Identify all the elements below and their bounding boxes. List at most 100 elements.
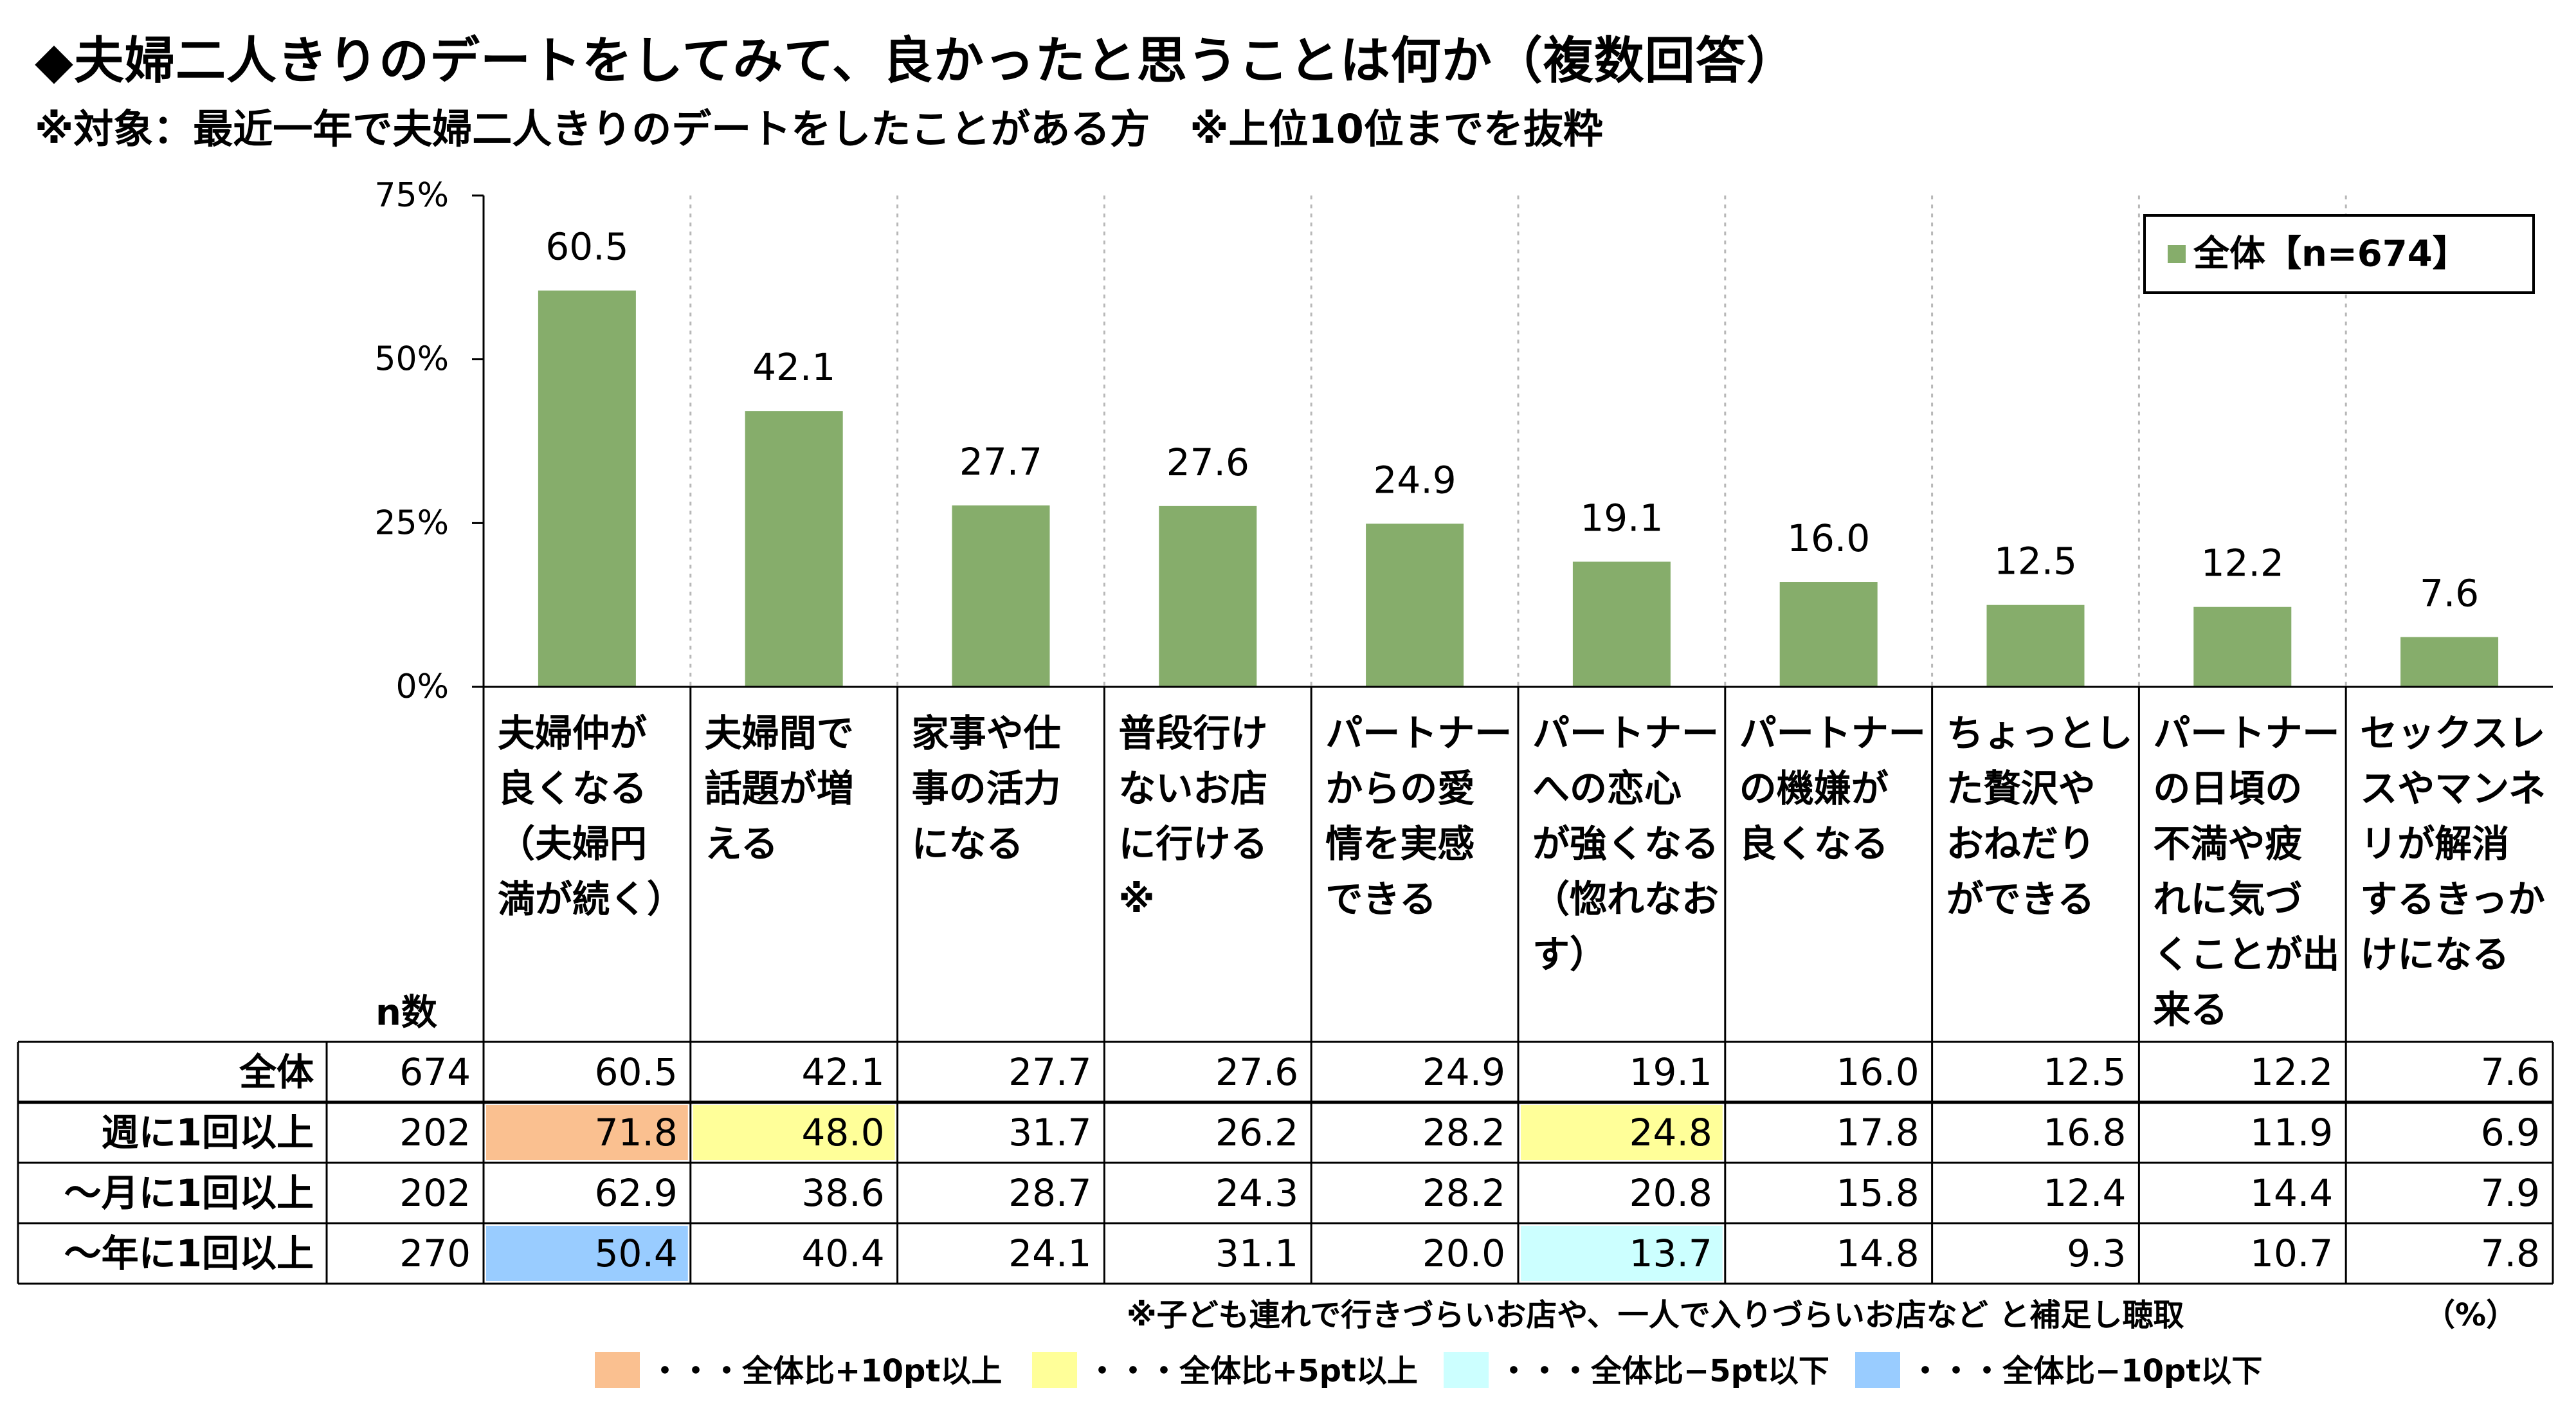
bars: 60.5 42.1 27.7 27.6 24.9 19.1 16.0 12.5 12.2 7.6 [538, 225, 2499, 687]
table-cell-value: 6.9 [2481, 1111, 2540, 1154]
data-label: 12.2 [2201, 542, 2284, 585]
footnote: ※子ども連れで行きづらいお店や、一人で入りづらいお店など と補足し聴取 [1127, 1297, 2184, 1333]
legend-swatch [2168, 245, 2186, 263]
y-tick-label: 75% [374, 176, 449, 215]
category-label-line: ※ [1118, 877, 1154, 921]
highlight-swatch [1032, 1352, 1077, 1388]
category-label-line: スやマンネ [2360, 767, 2546, 810]
table-n-value: 674 [399, 1050, 471, 1094]
table-cell-highlight [1521, 1105, 1723, 1160]
category-label-line: 満が続く） [498, 877, 684, 921]
table-row-label: 週に1回以上 [102, 1111, 314, 1154]
category-label-line: 来る [2153, 988, 2227, 1032]
table-cell-value: 14.4 [2250, 1171, 2333, 1215]
chart-title: ◆夫婦二人きりのデートをしてみて、良かったと思うことは何か（複数回答） [35, 32, 1797, 90]
category-label-line: からの愛 [1325, 767, 1474, 810]
table-cell-highlight [693, 1105, 895, 1160]
table-cell-value: 15.8 [1836, 1171, 1919, 1215]
category-label-line: ないお店 [1118, 767, 1267, 810]
data-label: 27.6 [1166, 441, 1249, 484]
category-label-line: するきっか [2360, 877, 2545, 921]
data-label: 12.5 [1994, 540, 2077, 583]
data-label: 24.9 [1374, 458, 1456, 502]
table-cell-value: 48.0 [801, 1111, 884, 1154]
table-cell-value: 27.6 [1215, 1050, 1298, 1094]
category-label-line: おねだり [1946, 822, 2096, 866]
bar [1986, 605, 2085, 687]
category-label-line: の日頃の [2153, 767, 2302, 810]
category-label-line: に行ける [1118, 822, 1267, 866]
bar [1366, 523, 1464, 687]
category-label-line: 普段行け [1118, 711, 1267, 755]
category-label-line: す） [1532, 933, 1607, 976]
data-label: 19.1 [1580, 496, 1663, 540]
category-label-line: ができる [1946, 877, 2095, 921]
category-label-line: える [705, 822, 778, 866]
highlight-swatch [1444, 1352, 1489, 1388]
table-cell-value: 17.8 [1836, 1111, 1919, 1154]
highlight-legend-label: ・・・全体比−5pt以下 [1498, 1353, 1829, 1389]
table-cell-value: 20.8 [1629, 1171, 1712, 1215]
category-label-line: けになる [2360, 933, 2509, 976]
highlight-legend-label: ・・・全体比−10pt以下 [1910, 1353, 2262, 1389]
category-label-line: ちょっとし [1946, 711, 2133, 755]
table-cell-value: 38.6 [801, 1171, 884, 1215]
table-cell-value: 16.8 [2043, 1111, 2126, 1154]
category-label-line: できる [1325, 877, 1437, 921]
bar [538, 290, 636, 687]
table-cell-value: 20.0 [1422, 1232, 1505, 1275]
bar [952, 505, 1050, 687]
table-n-value: 202 [399, 1111, 471, 1154]
table-cell-value: 71.8 [595, 1111, 678, 1154]
legend-label: 全体【n=674】 [2193, 233, 2469, 275]
category-label-line: 夫婦仲が [498, 711, 647, 755]
table-cell-value: 28.2 [1422, 1111, 1505, 1154]
highlight-swatch [595, 1352, 640, 1388]
category-label-line: の機嫌が [1739, 767, 1889, 810]
table-cell-highlight [1521, 1226, 1723, 1281]
bar [1572, 561, 1671, 687]
bar [2193, 606, 2292, 687]
table-cell-value: 14.8 [1836, 1232, 1919, 1275]
table-cell-highlight [486, 1105, 688, 1160]
table-cell-value: 62.9 [595, 1171, 678, 1215]
category-label-line: パートナー [1325, 711, 1512, 755]
table-row-label: 全体 [239, 1050, 314, 1094]
bar [2400, 637, 2499, 687]
footer: ※子ども連れで行きづらいお店や、一人で入りづらいお店など と補足し聴取 （%） ・・… [595, 1297, 2517, 1389]
table-cell-value: 40.4 [801, 1232, 884, 1275]
data-label: 60.5 [545, 225, 628, 269]
category-label-line: が強くなる [1532, 822, 1719, 866]
legend: 全体【n=674】 [2143, 214, 2535, 294]
category-label-line: パートナー [1739, 711, 1926, 755]
table-cell-value: 24.8 [1629, 1111, 1712, 1154]
category-label-line: （惚れなお [1532, 877, 1719, 921]
category-label-line: （夫婦円 [498, 822, 647, 866]
category-label-line: 情を実感 [1325, 822, 1474, 866]
legend-box [2143, 214, 2535, 294]
table-cell-value: 27.7 [1008, 1050, 1091, 1094]
chart-subtitle: ※対象：最近一年で夫婦二人きりのデートをしたことがある方 ※上位10位までを抜粋 [35, 105, 1603, 152]
category-label-line: 事の活力 [912, 767, 1061, 810]
table-cell-value: 24.9 [1422, 1050, 1505, 1094]
table-cell-value: 28.2 [1422, 1171, 1505, 1215]
category-label-line: への恋心 [1532, 767, 1682, 810]
table-row-label: 〜月に1回以上 [64, 1171, 314, 1215]
table-cell-value: 7.6 [2481, 1050, 2540, 1094]
table-cell-value: 31.7 [1008, 1111, 1091, 1154]
table-cell-value: 31.1 [1215, 1232, 1298, 1275]
category-label-line: 良くなる [1739, 822, 1889, 866]
data-label: 7.6 [2420, 572, 2479, 615]
category-label-line: れに気づ [2153, 877, 2302, 921]
table-cell-value: 9.3 [2067, 1232, 2126, 1275]
table-cell-value: 19.1 [1629, 1050, 1712, 1094]
table-cell-value: 11.9 [2250, 1111, 2333, 1154]
category-label-line: になる [912, 822, 1024, 866]
table-cell-value: 12.5 [2043, 1050, 2126, 1094]
table-cell-value: 12.2 [2250, 1050, 2333, 1094]
table-cell-value: 13.7 [1629, 1232, 1712, 1275]
category-label-line: パートナー [2153, 711, 2339, 755]
